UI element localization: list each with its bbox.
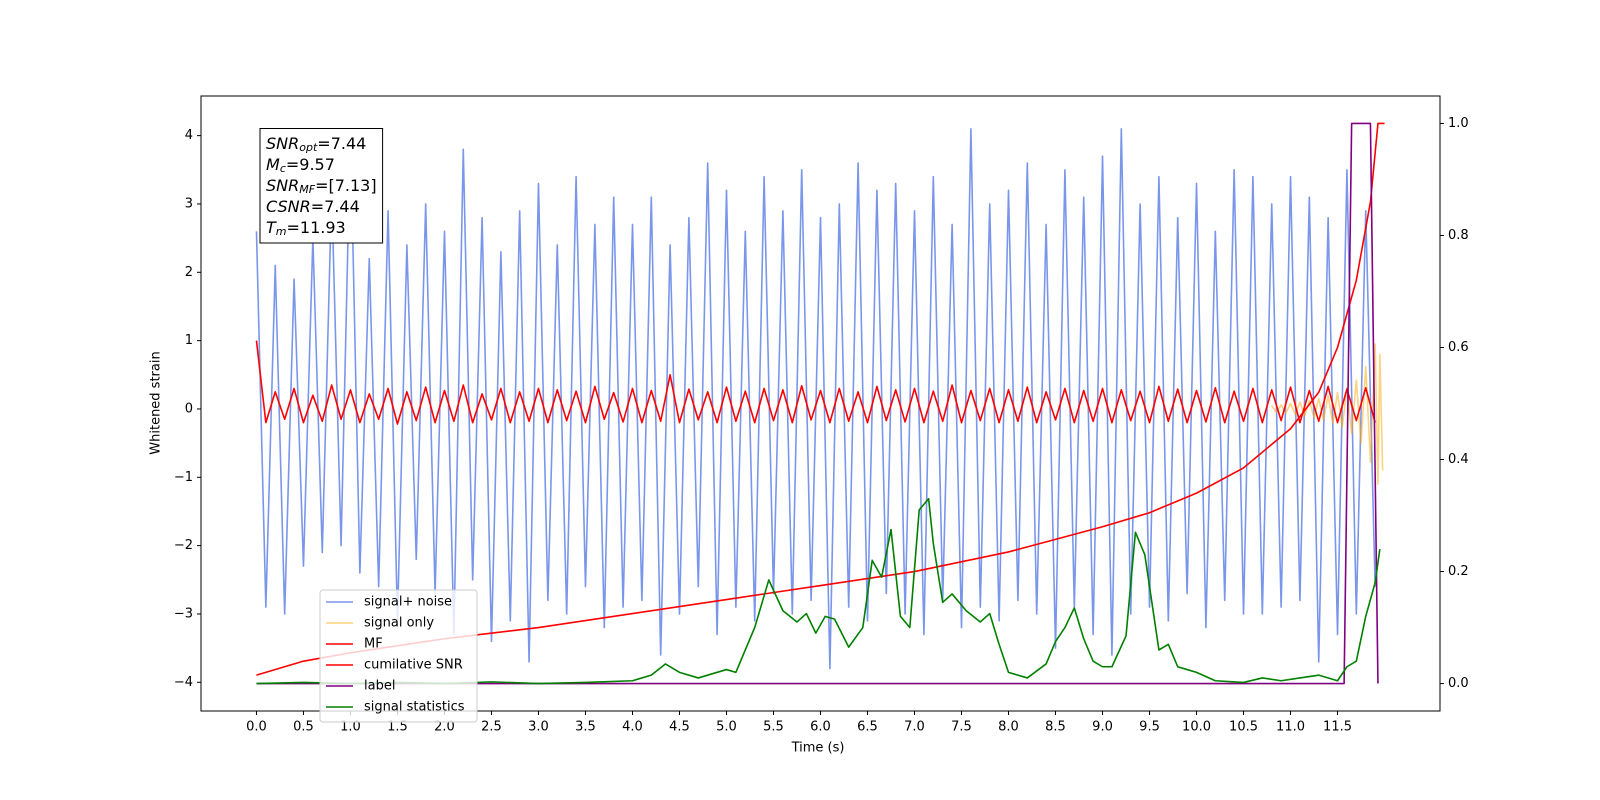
series-line — [256, 497, 1381, 685]
annotation-value: =11.93 — [287, 218, 346, 237]
annotation-subscript: m — [276, 225, 287, 238]
annotation-value: =7.44 — [311, 197, 360, 216]
legend-label: cumilative SNR — [364, 658, 463, 673]
annotation-symbol: CSNR — [266, 197, 311, 216]
x-tick-label: 8.0 — [998, 720, 1019, 735]
x-tick-label: 2.5 — [481, 720, 502, 735]
annotation-line: CSNR=7.44 — [266, 197, 360, 216]
annotation-subscript: c — [280, 162, 286, 175]
y-tick-label: 0 — [185, 401, 193, 416]
y2-tick-label: 0.2 — [1448, 564, 1469, 579]
legend-label: signal statistics — [364, 700, 465, 715]
legend-label: signal+ noise — [364, 595, 452, 610]
legend: signal+ noise signal only MF cumilative SNR… — [319, 589, 478, 723]
x-tick-label: 11.5 — [1323, 720, 1352, 735]
series-line — [255, 128, 1376, 670]
legend-box — [319, 589, 478, 723]
legend-label: MF — [364, 637, 383, 652]
annotation-box — [259, 128, 384, 244]
x-tick-label: 1.0 — [340, 720, 361, 735]
x-tick-label: 7.5 — [951, 720, 972, 735]
annotation-symbol: SNR — [266, 134, 299, 153]
y2-tick-label: 0.8 — [1448, 228, 1469, 243]
y-tick-label: 4 — [185, 128, 193, 143]
x-tick-label: 7.0 — [904, 720, 925, 735]
y-tick-label: −2 — [174, 538, 193, 553]
x-tick-label: 4.5 — [669, 720, 690, 735]
y-tick-label: 2 — [185, 265, 193, 280]
plot-frame — [200, 95, 1441, 712]
y-tick-label: −4 — [174, 675, 193, 690]
annotation-value: =7.44 — [317, 134, 366, 153]
y2-tick-label: 0.6 — [1448, 340, 1469, 355]
x-tick-label: 4.0 — [622, 720, 643, 735]
y2-tick-label: 1.0 — [1448, 116, 1469, 131]
x-tick-label: 9.0 — [1092, 720, 1113, 735]
y2-tick-label: 0.0 — [1448, 676, 1469, 691]
x-tick-label: 5.5 — [763, 720, 784, 735]
x-tick-label: 0.5 — [293, 720, 314, 735]
annotation-line: SNRMF=[7.13] — [266, 176, 377, 197]
annotation-symbol: T — [266, 218, 277, 237]
annotation-value: =[7.13] — [315, 176, 377, 195]
annotation-subscript: MF — [299, 183, 315, 196]
annotation-subscript: opt — [299, 141, 318, 154]
x-tick-label: 2.0 — [434, 720, 455, 735]
x-tick-label: 0.0 — [246, 720, 267, 735]
y-axis-label: Whitened strain — [149, 351, 164, 454]
x-tick-label: 10.5 — [1229, 720, 1258, 735]
y-tick-label: −1 — [174, 470, 193, 485]
x-tick-label: 5.0 — [716, 720, 737, 735]
annotation: SNRopt=7.44Mc=9.57SNRMF=[7.13]CSNR=7.44T… — [266, 134, 377, 239]
y-tick-label: 1 — [185, 333, 193, 348]
x-tick-label: 3.0 — [528, 720, 549, 735]
x-tick-label: 3.5 — [575, 720, 596, 735]
series-line — [1271, 343, 1384, 485]
legend-label: label — [364, 679, 395, 694]
series-line — [256, 122, 1379, 685]
x-axis-label: Time (s) — [791, 741, 845, 756]
x-tick-label: 1.5 — [387, 720, 408, 735]
series-line — [255, 340, 1376, 425]
x-tick-label: 10.0 — [1182, 720, 1211, 735]
y-tick-label: 3 — [185, 196, 193, 211]
x-tick-label: 11.0 — [1276, 720, 1305, 735]
annotation-value: =9.57 — [286, 155, 335, 174]
x-tick-label: 9.5 — [1139, 720, 1160, 735]
annotation-symbol: SNR — [266, 176, 299, 195]
x-tick-label: 8.5 — [1045, 720, 1066, 735]
annotation-symbol: M — [266, 155, 280, 174]
annotation-line: Tm=11.93 — [266, 218, 346, 239]
legend-label: signal only — [364, 616, 434, 631]
x-tick-label: 6.5 — [857, 720, 878, 735]
annotation-line: Mc=9.57 — [266, 155, 335, 176]
y2-tick-label: 0.4 — [1448, 452, 1469, 467]
y-tick-label: −3 — [174, 606, 193, 621]
x-tick-label: 6.0 — [810, 720, 831, 735]
annotation-line: SNRopt=7.44 — [266, 134, 366, 155]
